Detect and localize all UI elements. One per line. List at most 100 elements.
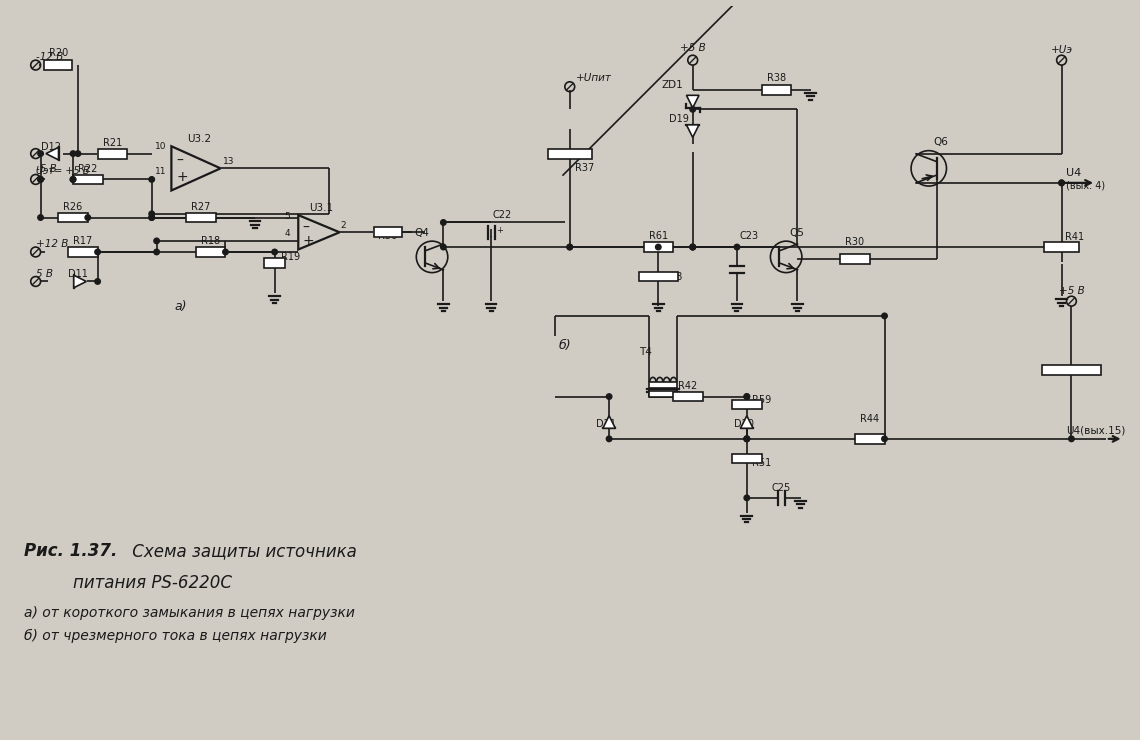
Text: R21: R21: [103, 138, 122, 148]
Text: R20: R20: [49, 48, 68, 58]
Bar: [732, 454, 762, 463]
Bar: [855, 434, 885, 444]
Circle shape: [1068, 436, 1074, 442]
Text: D20: D20: [734, 419, 754, 429]
Text: R22: R22: [78, 164, 97, 173]
Text: +5 В: +5 В: [679, 43, 706, 53]
Circle shape: [606, 436, 612, 442]
Circle shape: [567, 244, 572, 250]
Text: R27: R27: [192, 201, 211, 212]
Text: Uэт= +5 В: Uэт= +5 В: [35, 166, 89, 176]
Circle shape: [690, 107, 695, 112]
Text: б): б): [559, 339, 571, 352]
Text: 5 В: 5 В: [35, 269, 52, 278]
Circle shape: [744, 436, 750, 442]
Bar: [732, 400, 762, 409]
Circle shape: [149, 177, 154, 182]
Circle shape: [881, 436, 887, 442]
Circle shape: [75, 151, 81, 156]
Text: R41: R41: [1065, 232, 1084, 242]
Circle shape: [744, 394, 750, 400]
Text: R19: R19: [280, 252, 300, 262]
Bar: [73, 175, 103, 184]
Circle shape: [86, 215, 90, 221]
Bar: [762, 85, 791, 95]
Text: R51: R51: [751, 459, 771, 468]
Text: 11: 11: [155, 167, 166, 176]
Text: (вых. 4): (вых. 4): [1067, 181, 1106, 191]
Text: +12 В: +12 В: [35, 239, 68, 249]
Text: 10: 10: [155, 141, 166, 151]
Text: R38: R38: [767, 73, 785, 83]
Text: R30: R30: [846, 237, 864, 247]
Circle shape: [744, 394, 750, 400]
Text: Схема защиты источника: Схема защиты источника: [128, 542, 357, 560]
Text: R36: R36: [378, 231, 398, 241]
Bar: [650, 382, 677, 388]
Text: R61: R61: [649, 231, 668, 241]
Circle shape: [38, 177, 43, 182]
Circle shape: [38, 177, 43, 182]
Circle shape: [656, 244, 661, 250]
Circle shape: [881, 313, 887, 319]
Bar: [638, 272, 678, 281]
Bar: [547, 149, 592, 158]
Text: +Uпит: +Uпит: [576, 73, 611, 83]
Polygon shape: [603, 416, 616, 428]
Bar: [196, 247, 226, 257]
Text: 4: 4: [285, 229, 291, 238]
Circle shape: [71, 151, 75, 156]
Circle shape: [606, 394, 612, 400]
Text: R44: R44: [861, 414, 879, 424]
Text: C25: C25: [772, 483, 791, 493]
Text: D11: D11: [68, 269, 88, 278]
Text: питания PS-6220C: питания PS-6220C: [73, 574, 233, 591]
Bar: [673, 391, 702, 402]
Polygon shape: [686, 125, 699, 138]
Circle shape: [154, 238, 160, 243]
Text: R17: R17: [73, 236, 92, 246]
Text: R59: R59: [751, 394, 771, 405]
Text: ZD1: ZD1: [661, 80, 683, 90]
Bar: [1044, 242, 1078, 252]
Text: -12 В: -12 В: [35, 52, 63, 62]
Text: +: +: [302, 234, 314, 248]
Circle shape: [567, 244, 572, 250]
Text: R45: R45: [1076, 365, 1096, 375]
Polygon shape: [46, 147, 58, 160]
Text: R18: R18: [201, 236, 220, 246]
Text: +5 В: +5 В: [1059, 286, 1084, 296]
Bar: [650, 391, 677, 397]
Circle shape: [744, 436, 750, 442]
Circle shape: [71, 177, 75, 182]
Text: 5: 5: [285, 212, 291, 221]
Text: R58: R58: [663, 272, 683, 281]
Text: а) от короткого замыкания в цепях нагрузки: а) от короткого замыкания в цепях нагруз…: [24, 606, 355, 620]
Circle shape: [149, 215, 154, 221]
Text: +Uэ: +Uэ: [1050, 45, 1073, 56]
Circle shape: [222, 249, 228, 255]
Text: 13: 13: [222, 158, 234, 166]
Text: б) от чрезмерного тока в цепях нагрузки: б) от чрезмерного тока в цепях нагрузки: [24, 629, 326, 643]
Bar: [263, 258, 285, 268]
Circle shape: [149, 211, 154, 217]
Text: C22: C22: [492, 210, 512, 221]
Circle shape: [71, 177, 75, 182]
Text: Рис. 1.37.: Рис. 1.37.: [24, 542, 117, 560]
Text: T4: T4: [638, 347, 651, 357]
Text: а): а): [174, 300, 187, 312]
Text: U3.2: U3.2: [187, 134, 211, 144]
Text: Q4: Q4: [415, 228, 430, 238]
Text: U4(вых.15): U4(вых.15): [1067, 426, 1126, 436]
Text: +: +: [496, 226, 503, 235]
Text: U3.1: U3.1: [309, 203, 333, 213]
Circle shape: [154, 249, 160, 255]
Text: Q5: Q5: [789, 228, 804, 238]
Circle shape: [744, 495, 750, 501]
Circle shape: [690, 244, 695, 250]
Circle shape: [441, 244, 446, 250]
Text: –: –: [302, 221, 309, 235]
Bar: [58, 212, 88, 223]
Text: –: –: [177, 153, 184, 167]
Text: +: +: [177, 170, 188, 184]
